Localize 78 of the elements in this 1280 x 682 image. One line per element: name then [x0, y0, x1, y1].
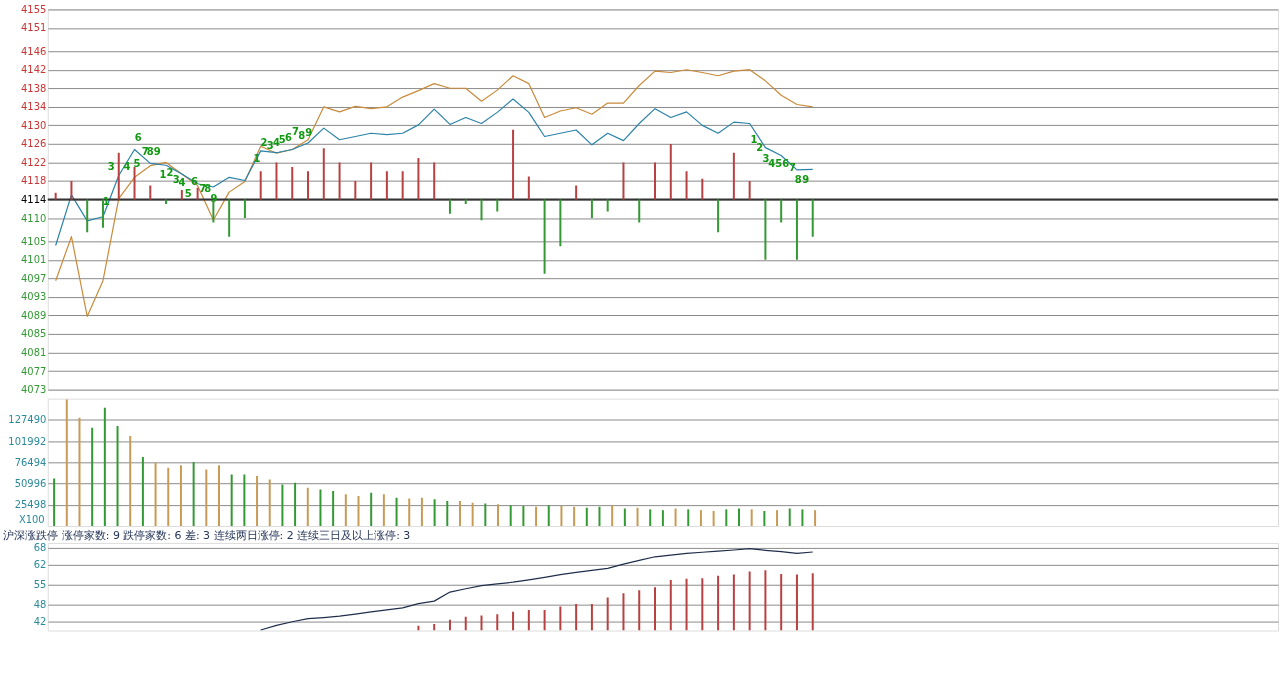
- y-tick-label: 101992: [8, 435, 47, 447]
- annotation: 2: [260, 137, 268, 149]
- annotation: 9: [153, 146, 161, 158]
- y-tick-label: 42: [33, 615, 47, 627]
- bar: [560, 506, 563, 527]
- annotation: 3: [172, 174, 180, 186]
- y-tick-label: 4138: [20, 82, 47, 94]
- bar: [464, 616, 467, 631]
- y-tick-label: 4073: [20, 384, 47, 396]
- annotation: 9: [210, 192, 218, 204]
- y-tick-label: 4130: [20, 119, 47, 131]
- bar: [243, 474, 246, 527]
- bar: [606, 597, 609, 631]
- y-tick-label: 55: [33, 578, 47, 590]
- bar: [322, 148, 325, 200]
- annotation: 9: [305, 127, 313, 139]
- y-tick-label: 68: [33, 542, 47, 554]
- annotation: 8: [204, 182, 212, 194]
- line-series: [55, 69, 814, 317]
- y-tick-label: 48: [33, 598, 47, 610]
- bar: [154, 462, 157, 527]
- annotation: 2: [166, 167, 174, 179]
- y-tick-label: 4077: [20, 365, 47, 377]
- y-tick-label: 25498: [14, 499, 47, 511]
- line-series: [55, 98, 814, 247]
- annotation: 1: [102, 196, 110, 208]
- bar: [748, 571, 751, 631]
- y-tick-label: 4085: [20, 328, 47, 340]
- annotation: 8: [146, 146, 154, 158]
- bar: [606, 199, 609, 212]
- chart-title: 沪深涨跌停 涨停家数: 9 跌停家数: 6 差: 3 连续两日涨停: 2 连续三日及以上涨停: 3: [3, 528, 411, 542]
- y-tick-label: 4114: [20, 194, 47, 206]
- annotation: 5: [133, 158, 141, 170]
- y-tick-label: 4093: [20, 291, 47, 303]
- annotation: 6: [285, 131, 292, 143]
- annotation: 1: [750, 133, 758, 145]
- y-tick-label: 4134: [20, 101, 47, 113]
- annotation: 5: [775, 158, 783, 170]
- annotation: 7: [291, 126, 299, 138]
- y-tick-label: 4126: [20, 138, 47, 150]
- y-tick-label: 4110: [20, 212, 47, 224]
- bar: [65, 399, 68, 527]
- y-tick-label: 4122: [20, 156, 47, 168]
- annotation: 4: [178, 177, 186, 189]
- annotation: 3: [762, 152, 770, 164]
- text: X100: [18, 514, 45, 526]
- annotation: 9: [802, 173, 810, 185]
- annotation: 6: [782, 158, 790, 170]
- y-tick-label: 4105: [20, 235, 47, 247]
- annotation: 7: [199, 182, 207, 194]
- y-tick-label: 4081: [20, 347, 47, 359]
- annotation: 1: [159, 169, 167, 181]
- annotation: 7: [141, 146, 149, 158]
- annotation: 8: [794, 173, 802, 185]
- annotation: 4: [123, 161, 131, 173]
- y-tick-label: 4089: [20, 309, 47, 321]
- y-tick-label: 4146: [20, 45, 47, 57]
- y-tick-label: 50996: [14, 478, 47, 490]
- annotation: 4: [768, 158, 776, 170]
- annotation: 5: [184, 188, 192, 200]
- y-tick-label: 4142: [20, 64, 47, 76]
- bar: [748, 181, 751, 200]
- y-tick-label: 4097: [20, 272, 47, 284]
- annotation: 3: [107, 161, 115, 173]
- bar: [180, 189, 183, 200]
- y-tick-label: 4151: [20, 22, 47, 34]
- annotation: 2: [756, 142, 764, 154]
- annotation: 8: [298, 129, 306, 141]
- line-series: [260, 547, 814, 631]
- bar: [649, 509, 652, 527]
- annotation: 3: [266, 139, 274, 151]
- y-tick-label: 4118: [20, 175, 47, 187]
- annotation: 6: [134, 131, 142, 143]
- y-tick-label: 76494: [14, 456, 47, 468]
- y-tick-label: 4101: [20, 254, 47, 266]
- y-tick-label: 62: [33, 559, 47, 571]
- y-tick-label: 127490: [8, 414, 47, 426]
- y-tick-label: 4155: [20, 3, 47, 15]
